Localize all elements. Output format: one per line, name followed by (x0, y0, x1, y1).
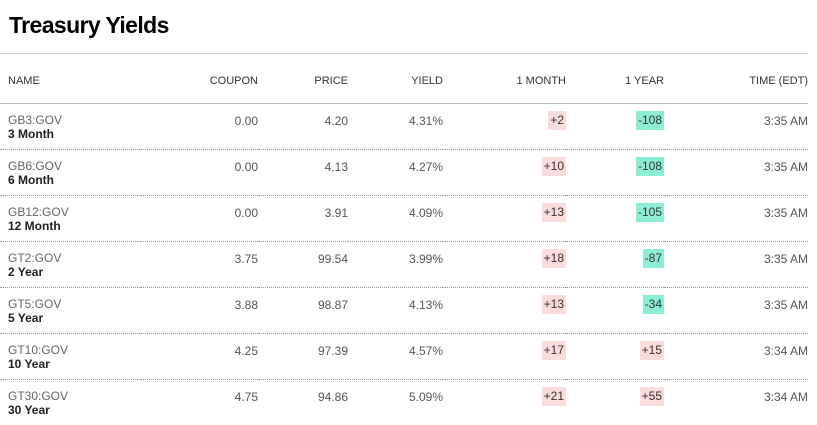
time-value: 3:35 AM (764, 196, 808, 220)
header-coupon: COUPON (140, 70, 258, 104)
year-change-badge: -34 (643, 295, 664, 314)
time-value: 3:35 AM (764, 288, 808, 312)
coupon-value: 0.00 (235, 196, 258, 220)
security-cell[interactable]: GT2:GOV 2 Year (0, 242, 140, 288)
ticker-link[interactable]: GB6:GOV (8, 150, 140, 173)
security-cell[interactable]: GT10:GOV 10 Year (0, 334, 140, 380)
yield-value: 4.27% (409, 150, 443, 174)
page-title: Treasury Yields (9, 12, 169, 39)
security-name[interactable]: 5 Year (8, 311, 140, 325)
table-row: GT10:GOV 10 Year 4.25 97.39 4.57% +17 +1… (0, 334, 808, 380)
month-change-badge: +21 (542, 387, 566, 406)
yield-value: 3.99% (409, 242, 443, 266)
coupon-value: 3.88 (235, 288, 258, 312)
year-change-badge: -108 (636, 111, 664, 130)
price-value: 4.20 (325, 104, 348, 128)
security-name[interactable]: 10 Year (8, 357, 140, 371)
table-row: GT2:GOV 2 Year 3.75 99.54 3.99% +18 -87 … (0, 242, 808, 288)
title-divider (0, 53, 808, 54)
year-change-badge: +15 (640, 341, 664, 360)
price-value: 3.91 (325, 196, 348, 220)
security-name[interactable]: 12 Month (8, 219, 140, 233)
yield-value: 4.57% (409, 334, 443, 358)
table-row: GT5:GOV 5 Year 3.88 98.87 4.13% +13 -34 … (0, 288, 808, 334)
year-change-badge: +55 (640, 387, 664, 406)
security-cell[interactable]: GT30:GOV 30 Year (0, 380, 140, 425)
security-name[interactable]: 6 Month (8, 173, 140, 187)
price-value: 4.13 (325, 150, 348, 174)
ticker-link[interactable]: GT10:GOV (8, 334, 140, 357)
security-name[interactable]: 3 Month (8, 127, 140, 141)
security-cell[interactable]: GB6:GOV 6 Month (0, 150, 140, 196)
ticker-link[interactable]: GT30:GOV (8, 380, 140, 403)
time-value: 3:35 AM (764, 242, 808, 266)
header-yield: YIELD (348, 70, 443, 104)
table-header-row: NAME COUPON PRICE YIELD 1 MONTH 1 YEAR T… (0, 70, 808, 104)
ticker-link[interactable]: GB3:GOV (8, 104, 140, 127)
year-change-badge: -105 (636, 203, 664, 222)
time-value: 3:34 AM (764, 334, 808, 358)
security-cell[interactable]: GB12:GOV 12 Month (0, 196, 140, 242)
coupon-value: 4.75 (235, 380, 258, 404)
time-value: 3:35 AM (764, 104, 808, 128)
yield-value: 5.09% (409, 380, 443, 404)
coupon-value: 4.25 (235, 334, 258, 358)
yield-value: 4.31% (409, 104, 443, 128)
table-row: GB6:GOV 6 Month 0.00 4.13 4.27% +10 -108… (0, 150, 808, 196)
month-change-badge: +10 (542, 157, 566, 176)
coupon-value: 0.00 (235, 104, 258, 128)
month-change-badge: +18 (542, 249, 566, 268)
year-change-badge: -108 (636, 157, 664, 176)
price-value: 98.87 (318, 288, 348, 312)
yield-value: 4.09% (409, 196, 443, 220)
table-row: GB12:GOV 12 Month 0.00 3.91 4.09% +13 -1… (0, 196, 808, 242)
table-row: GB3:GOV 3 Month 0.00 4.20 4.31% +2 -108 … (0, 104, 808, 150)
header-name: NAME (0, 70, 140, 104)
security-name[interactable]: 2 Year (8, 265, 140, 279)
time-value: 3:35 AM (764, 150, 808, 174)
price-value: 94.86 (318, 380, 348, 404)
ticker-link[interactable]: GT2:GOV (8, 242, 140, 265)
header-price: PRICE (258, 70, 348, 104)
ticker-link[interactable]: GT5:GOV (8, 288, 140, 311)
price-value: 97.39 (318, 334, 348, 358)
security-cell[interactable]: GB3:GOV 3 Month (0, 104, 140, 150)
ticker-link[interactable]: GB12:GOV (8, 196, 140, 219)
month-change-badge: +2 (548, 111, 566, 130)
treasury-yields-table: NAME COUPON PRICE YIELD 1 MONTH 1 YEAR T… (0, 70, 808, 425)
security-cell[interactable]: GT5:GOV 5 Year (0, 288, 140, 334)
header-1-year: 1 YEAR (566, 70, 664, 104)
table-row: GT30:GOV 30 Year 4.75 94.86 5.09% +21 +5… (0, 380, 808, 425)
header-1-month: 1 MONTH (443, 70, 566, 104)
price-value: 99.54 (318, 242, 348, 266)
month-change-badge: +17 (542, 341, 566, 360)
month-change-badge: +13 (542, 203, 566, 222)
time-value: 3:34 AM (764, 380, 808, 404)
coupon-value: 3.75 (235, 242, 258, 266)
yield-value: 4.13% (409, 288, 443, 312)
year-change-badge: -87 (643, 249, 664, 268)
month-change-badge: +13 (542, 295, 566, 314)
coupon-value: 0.00 (235, 150, 258, 174)
header-time: TIME (EDT) (664, 70, 808, 104)
